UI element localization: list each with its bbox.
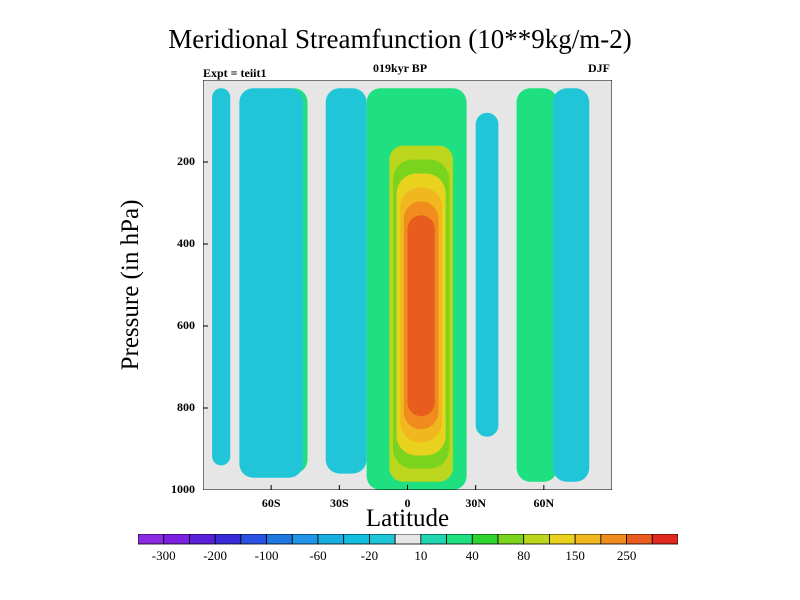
x-tick-label-3: 30N <box>465 496 486 510</box>
colorbar-swatch-8 <box>343 534 370 545</box>
contour-fields <box>212 88 590 490</box>
colorbar-swatch-3 <box>214 534 242 545</box>
colorbar-swatch-14 <box>497 534 525 545</box>
x-tick-label-0: 60S <box>261 496 281 510</box>
colorbar-swatch-10 <box>394 534 422 545</box>
y-tick-label-0: 200 <box>177 154 195 168</box>
colorbar-label-8: 150 <box>565 548 585 563</box>
colorbar-label-6: 40 <box>465 548 479 563</box>
colorbar-swatch-11 <box>420 534 447 545</box>
colorbar-swatch-16 <box>549 534 576 545</box>
colorbar-swatch-5 <box>266 534 293 545</box>
colorbar-swatch-12 <box>446 534 473 545</box>
y-axis-label: Pressure (in hPa) <box>117 199 144 371</box>
colorbar-swatch-17 <box>574 534 602 545</box>
y-tick-label-2: 600 <box>177 318 195 332</box>
colorbar-label-1: -200 <box>203 548 228 563</box>
colorbar-swatch-9 <box>369 534 396 545</box>
colorbar-label-2: -100 <box>254 548 279 563</box>
x-tick-label-4: 60N <box>533 496 555 510</box>
colorbar-swatch-20 <box>651 534 678 545</box>
contour-region-7 <box>475 112 499 437</box>
contour-region-0 <box>212 88 231 466</box>
y-tick-label-1: 400 <box>177 236 195 250</box>
colorbar-swatch-15 <box>523 534 550 545</box>
colorbar-swatch-6 <box>291 534 319 545</box>
colorbar-label-9: 250 <box>616 548 637 563</box>
axis-ticks <box>203 161 545 490</box>
colorbar-swatch-13 <box>471 534 499 545</box>
colorbar-label-7: 80 <box>517 548 531 563</box>
contour-region-8 <box>516 88 558 482</box>
streamfunction-plot <box>203 80 612 490</box>
colorbar <box>138 534 678 545</box>
colorbar-swatch-7 <box>317 534 345 545</box>
colorbar-swatch-0 <box>138 534 165 545</box>
colorbar-swatch-4 <box>240 534 267 545</box>
y-tick-label-4: 1000 <box>171 482 195 496</box>
period-label: 019kyr BP <box>372 61 428 75</box>
colorbar-swatch-18 <box>600 534 627 545</box>
colorbar-swatch-2 <box>189 534 216 545</box>
colorbar-label-0: -300 <box>151 548 176 563</box>
x-axis-label: Latitude <box>365 505 450 532</box>
colorbar-swatch-1 <box>163 534 190 545</box>
x-tick-label-1: 30S <box>329 496 349 510</box>
experiment-label: Expt = teiit1 <box>203 66 267 80</box>
chart-title: Meridional Streamfunction (10**9kg/m-2) <box>168 24 632 54</box>
contour-region-2 <box>239 88 303 478</box>
season-label: DJF <box>588 61 610 75</box>
contour-region-9 <box>552 88 590 482</box>
colorbar-label-3: -60 <box>309 548 327 563</box>
y-tick-label-3: 800 <box>177 400 195 414</box>
colorbar-label-5: 10 <box>414 548 428 563</box>
colorbar-swatch-19 <box>626 534 653 545</box>
x-tick-label-2: 0 <box>404 496 411 510</box>
colorbar-label-4: -20 <box>360 548 379 563</box>
contour-region-3 <box>325 88 367 474</box>
contour-region-6 <box>407 215 435 417</box>
